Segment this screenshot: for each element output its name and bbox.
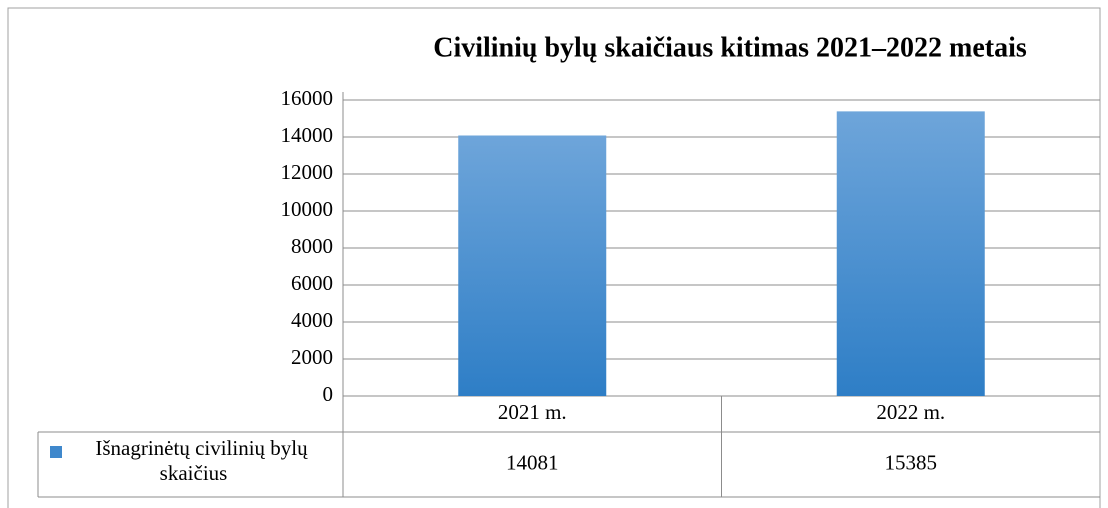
bar: [836, 111, 985, 396]
legend-box: Išnagrinėtų civilinių bylų skaičius: [95, 436, 308, 485]
x-tick-label: 2021 m.: [498, 400, 567, 424]
y-tick-label: 8000: [291, 234, 333, 258]
y-tick-label: 12000: [281, 160, 334, 184]
y-tick-label: 14000: [281, 123, 334, 147]
y-tick-label: 2000: [291, 345, 333, 369]
table-value: 15385: [885, 450, 938, 474]
legend-label: Išnagrinėtų civilinių bylų skaičius: [95, 436, 308, 485]
y-tick-label: 10000: [281, 197, 334, 221]
y-tick-label: 0: [323, 382, 334, 406]
y-tick-label: 4000: [291, 308, 333, 332]
table-value: 14081: [506, 450, 559, 474]
x-tick-label: 2022 m.: [876, 400, 945, 424]
y-tick-label: 16000: [281, 86, 334, 110]
bar: [458, 135, 607, 396]
legend-swatch: [50, 446, 62, 458]
chart-title: Civilinių bylų skaičiaus kitimas 2021–20…: [433, 32, 1027, 63]
y-tick-label: 6000: [291, 271, 333, 295]
frame: [7, 7, 1101, 508]
